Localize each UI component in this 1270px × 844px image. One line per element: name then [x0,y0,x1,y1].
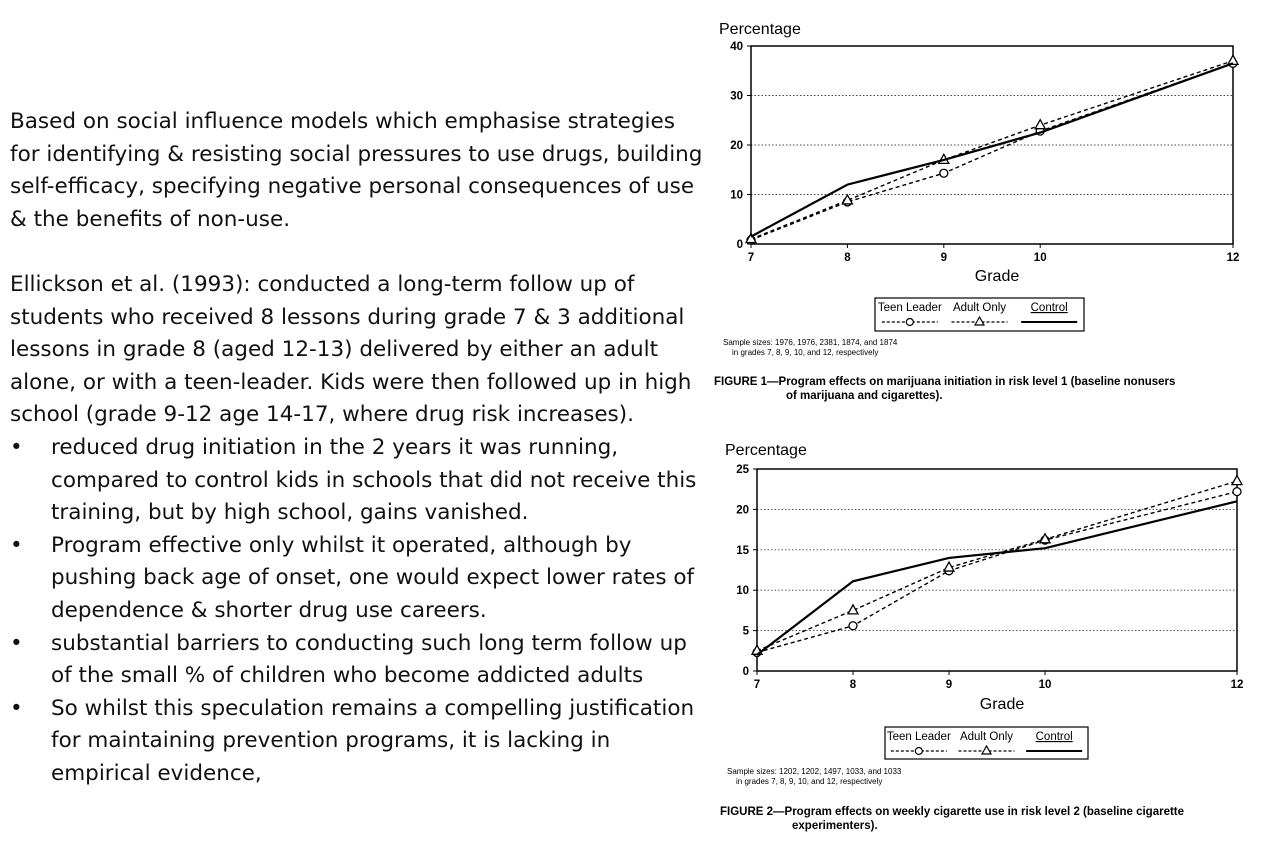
figure-2-caption: FIGURE 2—Program effects on weekly cigar… [720,805,1184,833]
y-tick-label: 0 [737,239,743,251]
sample-grades-line: in grades 7, 8, 9, 10, and 12, respectiv… [732,348,879,357]
legend-label-control: Control [1031,302,1068,314]
figure-1-sample-sizes: Sample sizes: 1976, 1976, 2381, 1874, an… [723,338,897,358]
x-tick-label: 10 [1039,679,1052,691]
intro-paragraph: Based on social influence models which e… [10,109,703,232]
legend-label-control: Control [1036,731,1073,743]
x-tick-label: 10 [1034,252,1047,264]
bullet-item: • Program effective only whilst it operat… [10,530,710,628]
caption-line: FIGURE 2—Program effects on weekly cigar… [720,806,1185,818]
legend-label-adult-only: Adult Only [960,731,1013,743]
x-tick-label: 12 [1227,252,1240,264]
data-point-teen-leader [848,621,858,631]
x-tick-label: 8 [850,679,857,691]
data-point-adult-only [1038,532,1052,544]
y-tick-label: 20 [730,140,743,152]
y-tick-label: 25 [736,464,749,476]
plot-frame [756,468,1238,672]
plot-frame [750,45,1234,245]
bullet-text: substantial barriers to conducting such … [51,630,687,689]
data-point-teen-leader [939,168,949,178]
bullet-dot: • [10,695,23,721]
y-tick-label: 0 [743,666,749,678]
bullet-item: • substantial barriers to conducting such… [10,628,710,693]
legend-marker-teen-leader [905,317,914,327]
legend-marker-teen-leader [914,746,923,756]
y-tick-label: 30 [730,91,743,103]
y-tick-label: 10 [730,190,743,202]
x-tick-label: 9 [941,252,947,264]
x-tick-label: 7 [748,252,754,264]
y-tick-label: 20 [736,504,749,516]
data-point-adult-only [744,232,758,244]
paragraph-gap [10,236,710,269]
bullet-item: • So whilst this speculation remains a co… [10,693,710,791]
sample-sizes-line: Sample sizes: 1202, 1202, 1497, 1033, an… [727,767,902,776]
y-axis-label: Percentage [725,442,807,459]
series-line-control [750,62,1234,238]
legend-label-adult-only: Adult Only [953,302,1006,314]
figure-1-caption: FIGURE 1—Program effects on marijuana in… [714,375,1175,403]
y-tick-label: 15 [736,545,749,557]
bullet-text: Program effective only whilst it operate… [51,532,695,623]
bullet-dot: • [10,630,23,656]
study-paragraph: Ellickson et al. (1993): conducted a lon… [10,271,692,428]
data-point-adult-only [1034,118,1047,130]
x-tick-label: 8 [844,252,851,264]
data-point-adult-only [1226,54,1240,65]
legend-label-teen-leader: Teen Leader [878,302,942,314]
caption-line: experimenters). [792,820,878,832]
x-tick-label: 12 [1231,679,1244,691]
slide-text: Based on social influence models which e… [10,106,710,790]
sample-grades-line: in grades 7, 8, 9, 10, and 12, respectiv… [736,777,883,786]
sample-sizes-line: Sample sizes: 1976, 1976, 2381, 1874, an… [723,338,898,347]
legend-marker-adult-only [973,315,986,326]
x-tick-label: 7 [754,679,760,691]
y-tick-label: 5 [743,626,750,638]
y-tick-label: 10 [736,585,749,597]
data-point-adult-only [846,603,860,615]
x-axis-label: Grade [975,268,1020,285]
y-axis-label: Percentage [719,21,801,38]
data-point-adult-only [841,193,854,205]
legend-marker-adult-only [980,744,993,755]
bullet-dot: • [10,434,23,460]
figure-1-chart: Percentage 0 10 20 30 40 7 8 9 10 12 Grade Teen Lead… [719,21,1240,332]
bullet-list: • reduced drug initiation in the 2 years … [10,432,710,791]
figure-2-sample-sizes: Sample sizes: 1202, 1202, 1497, 1033, an… [727,767,901,787]
x-axis-label: Grade [980,696,1025,713]
caption-line: FIGURE 1—Program effects on marijuana in… [714,376,1176,388]
data-point-teen-leader [1232,486,1242,497]
bullet-text: reduced drug initiation in the 2 years i… [51,434,697,526]
series-line-control [756,500,1238,656]
series-line-adult-only [756,480,1238,652]
data-point-adult-only [942,560,956,572]
bullet-item: • reduced drug initiation in the 2 years … [10,432,710,530]
series-line-teen-leader [756,490,1238,654]
x-tick-label: 9 [946,679,952,691]
figure-2-chart: Percentage 0 5 10 15 20 25 7 8 9 10 12 Grade Teen Lea… [725,442,1244,760]
caption-line: of marijuana and cigarettes). [786,390,943,402]
legend-label-teen-leader: Teen Leader [887,731,951,743]
y-tick-label: 40 [730,41,743,53]
series-line-adult-only [750,60,1234,240]
bullet-text: So whilst this speculation remains a com… [51,695,695,786]
data-point-adult-only [1230,474,1244,486]
bullet-dot: • [10,532,23,558]
